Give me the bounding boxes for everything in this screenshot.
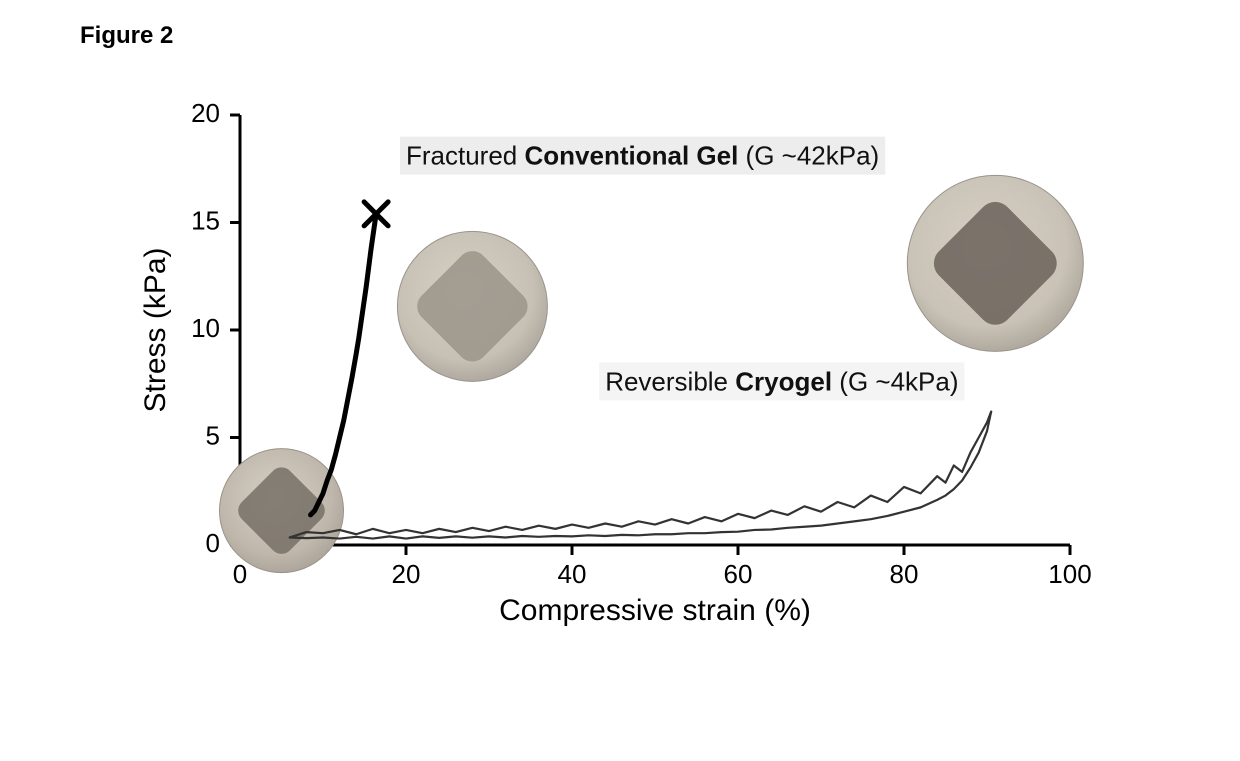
x-tick-label: 60 [724,559,753,589]
photo-bottom-left [220,449,344,573]
x-tick-label: 40 [558,559,587,589]
y-tick-label: 0 [206,528,220,558]
page: Figure 2 0 5 10 15 20 0 20 40 60 80 100 Compressive… [0,0,1240,761]
y-tick-label: 5 [206,420,220,450]
y-tick-label: 20 [191,98,220,128]
photo-center [397,231,547,381]
cryogel-label: Reversible Cryogel (G ~4kPa) [605,366,958,396]
x-tick-label: 20 [392,559,421,589]
y-tick-label: 15 [191,205,220,235]
x-axis-title: Compressive strain (%) [499,594,811,627]
x-tick-label: 80 [890,559,919,589]
y-axis-title: Stress (kPa) [139,247,172,412]
y-tick-label: 10 [191,313,220,343]
stress-strain-chart: 0 5 10 15 20 0 20 40 60 80 100 Compressive strain (… [120,95,1120,655]
conventional-gel-label: Fractured Conventional Gel (G ~42kPa) [406,141,879,171]
x-tick-label: 100 [1048,559,1091,589]
x-tick-label: 0 [233,559,247,589]
figure-caption: Figure 2 [80,22,173,50]
chart-svg: 0 5 10 15 20 0 20 40 60 80 100 Compressive strain (… [120,95,1120,655]
photo-top-right [907,175,1083,351]
